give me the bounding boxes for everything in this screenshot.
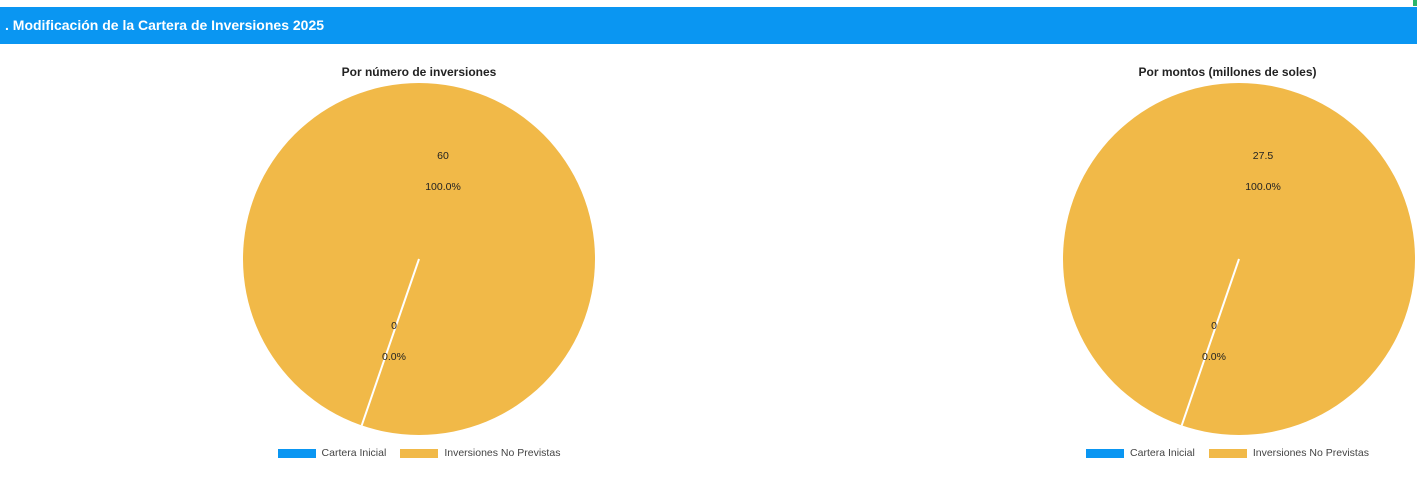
legend-label: Inversiones No Previstas — [444, 447, 561, 459]
slice-percent-label: 100.0% — [425, 181, 461, 193]
legend-swatch-inversiones-no-previstas — [400, 448, 439, 458]
corner-marker — [1413, 0, 1417, 6]
legend-swatch-cartera-inicial — [1086, 448, 1125, 458]
legend-label: Inversiones No Previstas — [1252, 447, 1369, 459]
slice-value-label: 0 — [391, 320, 397, 332]
chart-panel-amount: Por montos (millones de soles) 0 0.0% 27.5… — [1038, 44, 1417, 484]
legend-swatch-cartera-inicial — [277, 448, 316, 458]
chart-legend: Cartera Inicial Inversiones No Previstas — [219, 447, 619, 459]
legend-swatch-inversiones-no-previstas — [1208, 448, 1247, 458]
legend-label: Cartera Inicial — [321, 447, 387, 459]
slice-value-label: 27.5 — [1253, 150, 1274, 162]
pie-chart-amount: 0 0.0% 27.5 100.0% — [1063, 83, 1415, 435]
chart-title: Por número de inversiones — [341, 65, 497, 79]
pie-slice-cartera-inicial[interactable] — [1180, 258, 1240, 426]
slice-value-label: 0 — [1211, 320, 1217, 332]
slice-percent-label: 0.0% — [382, 351, 406, 363]
legend-item-inversiones-no-previstas[interactable]: Inversiones No Previstas — [400, 447, 560, 459]
legend-item-cartera-inicial[interactable]: Cartera Inicial — [1086, 447, 1195, 459]
slice-value-label: 60 — [437, 150, 449, 162]
chart-legend: Cartera Inicial Inversiones No Previstas — [1038, 447, 1417, 459]
slice-percent-label: 0.0% — [1202, 351, 1226, 363]
slice-percent-label: 100.0% — [1245, 181, 1281, 193]
pie-chart-count: 0 0.0% 60 100.0% — [243, 83, 595, 435]
chart-panel-count: Por número de inversiones 0 0.0% 60 100.0% … — [219, 44, 619, 484]
legend-item-cartera-inicial[interactable]: Cartera Inicial — [277, 447, 387, 459]
chart-title: Por montos (millones de soles) — [1138, 65, 1317, 79]
pie-slice-cartera-inicial[interactable] — [360, 258, 420, 426]
legend-label: Cartera Inicial — [1130, 447, 1195, 459]
section-title: . Modificación de la Cartera de Inversio… — [5, 17, 325, 33]
section-header: . Modificación de la Cartera de Inversio… — [0, 7, 1417, 44]
legend-item-inversiones-no-previstas[interactable]: Inversiones No Previstas — [1208, 447, 1369, 459]
